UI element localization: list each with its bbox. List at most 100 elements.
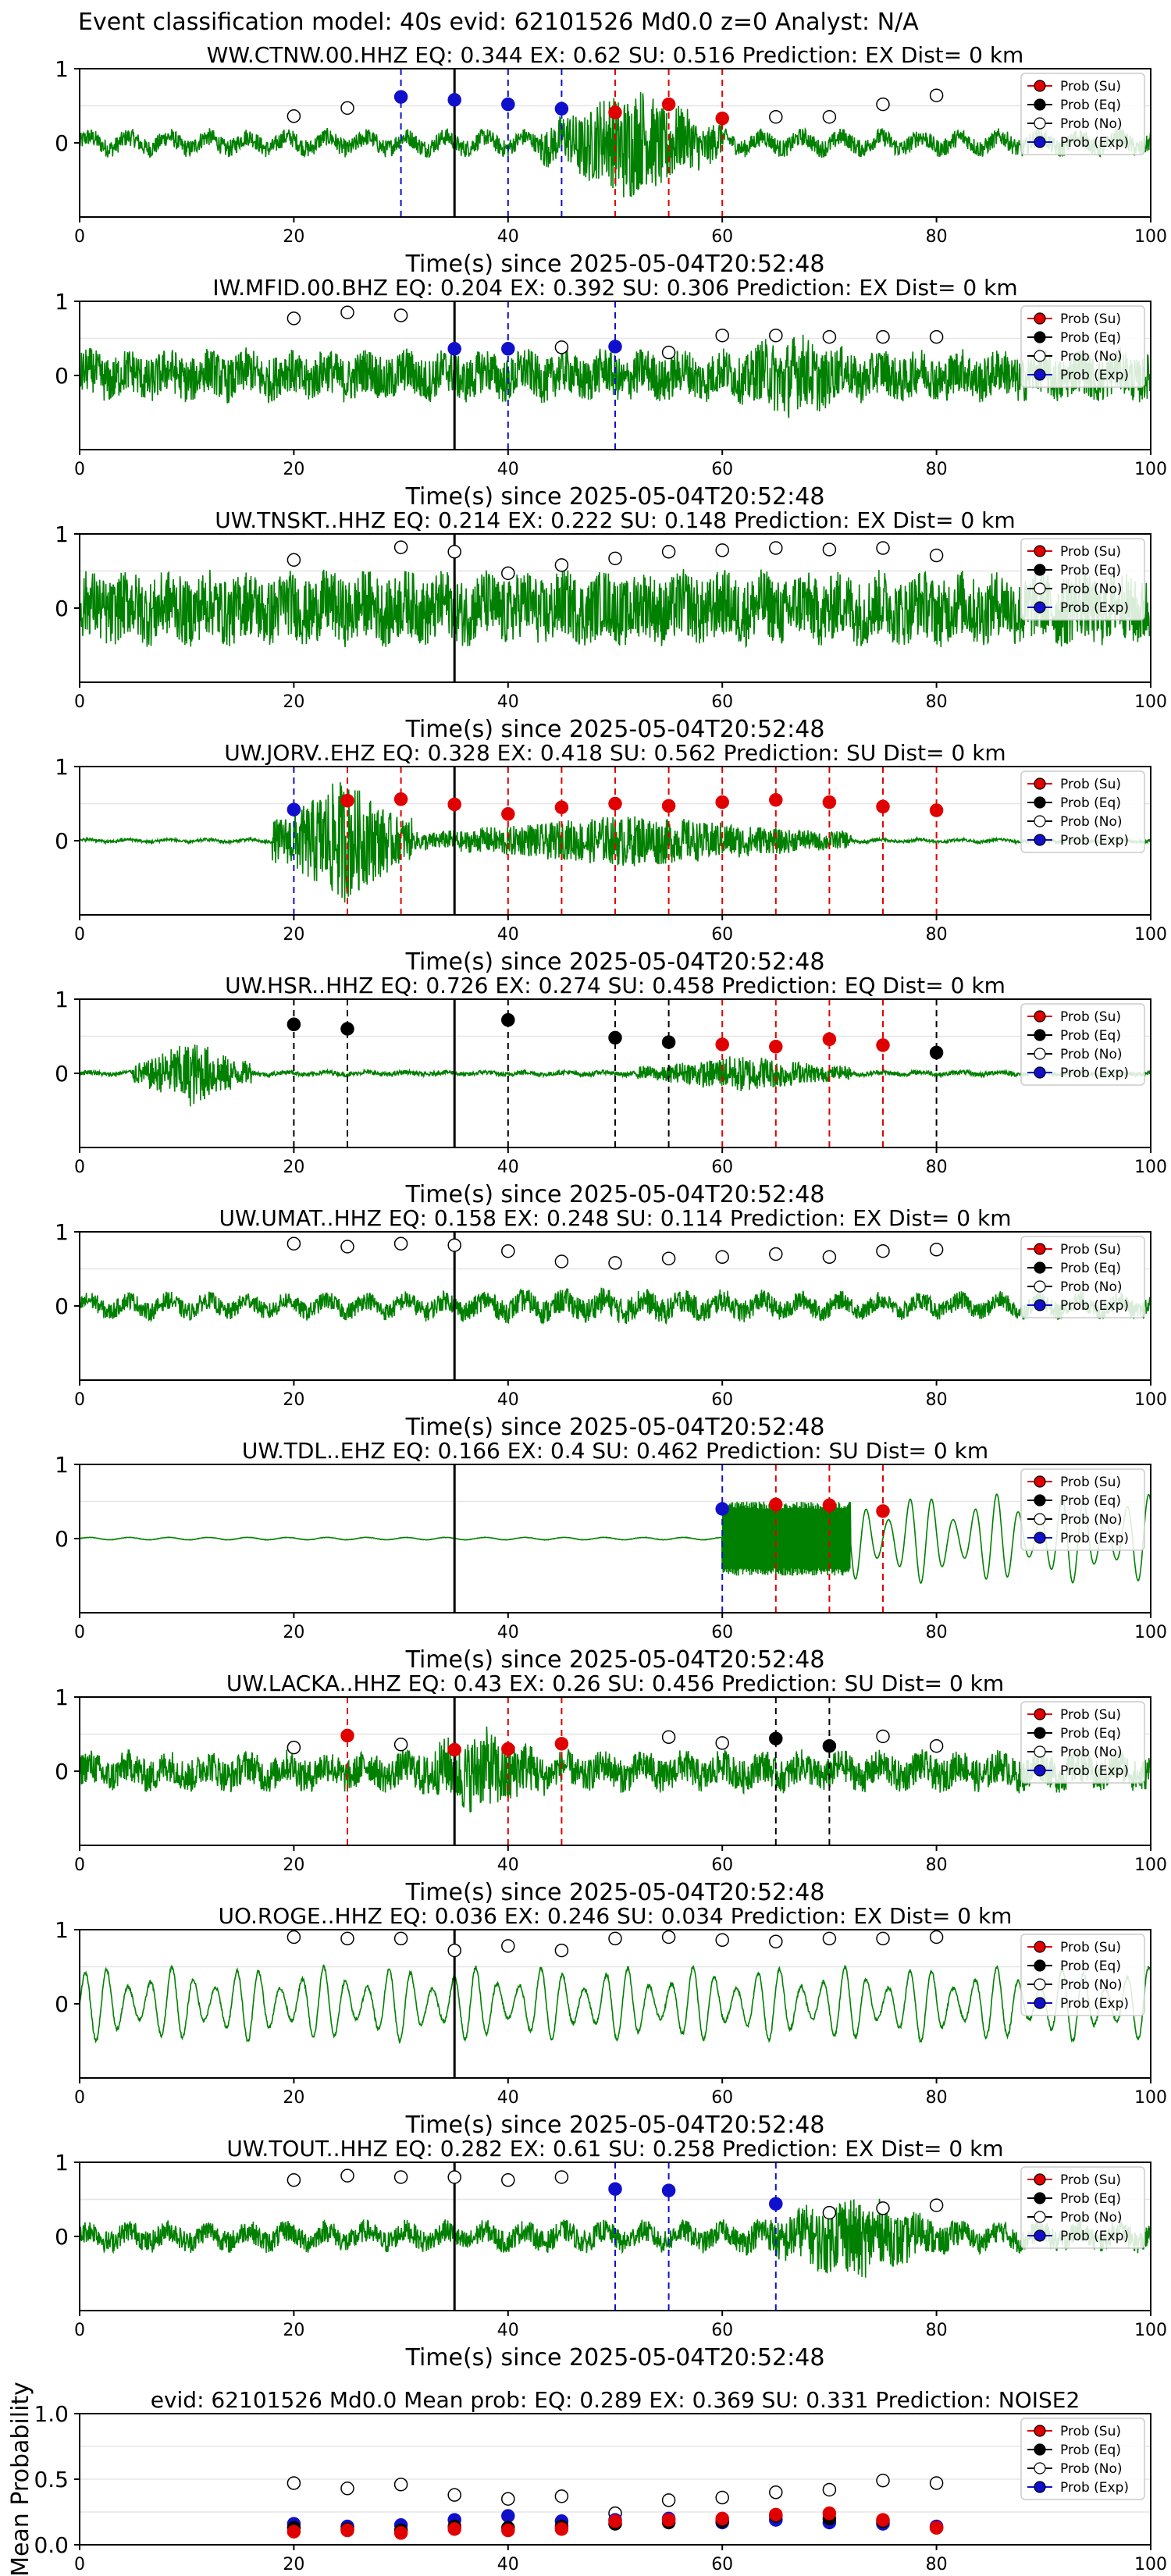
legend-label: Prob (Eq) — [1060, 795, 1121, 811]
legend-label: Prob (Su) — [1060, 311, 1121, 327]
legend-label: Prob (Eq) — [1060, 563, 1121, 578]
mean-point-no — [501, 2492, 515, 2506]
x-tick-label: 0 — [74, 460, 85, 479]
chart-panel-9: UO.ROGE..HHZ EQ: 0.036 EX: 0.246 SU: 0.0… — [55, 1903, 1167, 2139]
mean-point-exp — [501, 2509, 515, 2523]
y-tick-label: 1 — [55, 987, 69, 1012]
prob-point-su — [715, 1037, 729, 1051]
prob-point-no — [447, 2170, 461, 2184]
legend-label: Prob (Eq) — [1060, 1726, 1121, 1742]
prob-point-no — [822, 543, 837, 557]
prob-point-no — [715, 1736, 729, 1750]
mean-point-no — [769, 2485, 783, 2500]
legend-label: Prob (Su) — [1060, 544, 1121, 560]
prob-point-no — [929, 548, 944, 563]
legend-marker — [1034, 2173, 1046, 2186]
x-tick-label: 100 — [1134, 2555, 1167, 2574]
prob-point-eq — [822, 1738, 837, 1753]
prob-point-su — [876, 799, 890, 814]
chart-title: UW.JORV..EHZ EQ: 0.328 EX: 0.418 SU: 0.5… — [224, 740, 1005, 766]
x-tick-label: 80 — [926, 2321, 948, 2340]
prob-point-su — [822, 795, 837, 809]
mean-point-su — [608, 2514, 622, 2528]
y-tick-label: 0 — [55, 828, 69, 854]
legend-label: Prob (No) — [1060, 116, 1123, 132]
y-tick-label: 0 — [55, 1293, 69, 1319]
legend-marker — [1034, 2425, 1046, 2437]
legend-label: Prob (No) — [1060, 1512, 1123, 1528]
prob-point-no — [822, 1931, 837, 1946]
prob-point-no — [287, 1236, 301, 1251]
y-tick-label: 1 — [55, 754, 69, 780]
mean-point-no — [715, 2490, 729, 2505]
x-axis-label: Time(s) since 2025-05-04T20:52:48 — [405, 948, 825, 976]
prob-point-no — [876, 541, 890, 555]
prob-point-no — [393, 2170, 408, 2184]
y-tick-label: 0 — [55, 1526, 69, 1552]
prob-point-no — [876, 329, 890, 344]
legend-label: Prob (Eq) — [1060, 2443, 1121, 2458]
legend-label: Prob (Eq) — [1060, 1261, 1121, 1276]
y-tick-label: 0 — [55, 1061, 69, 1087]
prob-point-no — [340, 101, 354, 116]
x-tick-label: 20 — [283, 1158, 304, 1177]
mean-point-su — [929, 2521, 944, 2535]
legend-marker — [1034, 80, 1046, 92]
prob-point-no — [876, 97, 890, 112]
chart-title: WW.CTNW.00.HHZ EQ: 0.344 EX: 0.62 SU: 0.… — [207, 42, 1024, 68]
legend-box — [1020, 2166, 1145, 2249]
waveform-trace — [79, 1287, 1151, 1325]
chart-panel-10: UW.TOUT..HHZ EQ: 0.282 EX: 0.61 SU: 0.25… — [55, 2136, 1167, 2371]
waveform-trace — [79, 782, 1151, 903]
waveform-trace — [79, 2198, 1151, 2278]
prob-point-no — [929, 88, 944, 102]
prob-point-exp — [501, 342, 515, 356]
prob-point-no — [501, 2173, 515, 2187]
prob-point-no — [554, 2170, 569, 2184]
legend-label: Prob (Eq) — [1060, 1959, 1121, 1974]
legend-marker — [1034, 1727, 1046, 1739]
legend: Prob (Su) Prob (Eq) Prob (No) Prob (Exp) — [1020, 1934, 1145, 2016]
chart-panel-3: UW.TNSKT..HHZ EQ: 0.214 EX: 0.222 SU: 0.… — [55, 507, 1167, 743]
x-tick-label: 100 — [1134, 2321, 1167, 2340]
x-tick-label: 0 — [74, 1390, 85, 1410]
prob-point-no — [876, 1729, 890, 1744]
prob-point-su — [661, 799, 676, 813]
prob-point-no — [287, 109, 301, 123]
x-tick-label: 0 — [74, 1856, 85, 1875]
legend-marker — [1034, 2462, 1046, 2475]
legend-marker — [1034, 1261, 1046, 1274]
prob-point-no — [287, 1740, 301, 1755]
x-tick-label: 60 — [711, 1158, 733, 1177]
legend-marker — [1034, 1494, 1046, 1507]
prob-point-su — [447, 797, 461, 812]
prob-point-su — [447, 1742, 461, 1757]
x-tick-label: 0 — [74, 1158, 85, 1177]
prob-point-su — [340, 793, 354, 808]
chart-title: UW.TNSKT..HHZ EQ: 0.214 EX: 0.222 SU: 0.… — [215, 507, 1015, 533]
legend-marker — [1034, 1010, 1046, 1023]
mean-point-su — [715, 2511, 729, 2526]
prob-point-no — [876, 1244, 890, 1258]
x-tick-label: 80 — [926, 1623, 948, 1642]
x-tick-label: 20 — [283, 1856, 304, 1875]
legend-label: Prob (Exp) — [1060, 135, 1129, 151]
waveform-trace — [79, 91, 1151, 197]
legend-label: Prob (Exp) — [1060, 2480, 1129, 2496]
prob-point-no — [715, 1250, 729, 1265]
prob-point-no — [661, 545, 676, 559]
legend-marker — [1034, 1280, 1046, 1293]
x-tick-label: 20 — [283, 227, 304, 247]
chart-title: IW.MFID.00.BHZ EQ: 0.204 EX: 0.392 SU: 0… — [212, 275, 1017, 301]
prob-point-su — [715, 795, 729, 809]
y-tick-label: 0.0 — [34, 2532, 69, 2558]
prob-point-su — [822, 1498, 837, 1512]
x-tick-label: 40 — [497, 1390, 519, 1410]
legend-label: Prob (Exp) — [1060, 833, 1129, 849]
x-tick-label: 80 — [926, 1856, 948, 1875]
x-tick-label: 40 — [497, 692, 519, 712]
y-tick-label: 0 — [55, 596, 69, 621]
x-tick-label: 100 — [1134, 1158, 1167, 1177]
y-tick-label: 1.0 — [34, 2401, 69, 2427]
legend-label: Prob (Exp) — [1060, 600, 1129, 616]
